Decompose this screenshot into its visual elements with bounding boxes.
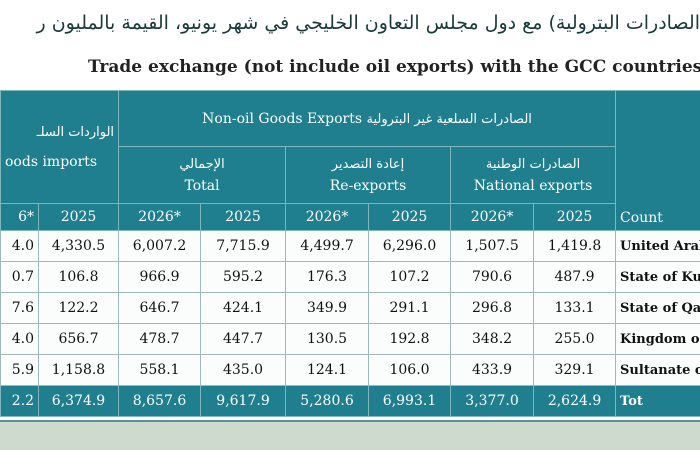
imports-header: الواردات السلـ oods imports: [0, 90, 120, 204]
value-cell: 176.3: [285, 261, 370, 293]
value-cell: 447.7: [200, 323, 287, 355]
value-cell: 348.2: [450, 323, 535, 355]
value-cell: 9,617.9: [200, 385, 287, 417]
value-cell: 5,280.6: [285, 385, 370, 417]
country-cell: Tot: [615, 385, 700, 417]
year-header: 2026*: [118, 203, 202, 231]
value-cell: 1,419.8: [533, 230, 617, 262]
group-en: Total: [184, 177, 220, 194]
value-cell: 6,993.1: [368, 385, 452, 417]
imports-en: oods imports: [5, 153, 98, 170]
exports-en: Non-oil Goods Exports: [202, 110, 363, 127]
value-cell: 790.6: [450, 261, 535, 293]
group-header: إعادة التصدير Re-exports: [285, 146, 452, 204]
value-cell: 435.0: [200, 354, 287, 386]
exports-header: Non-oil Goods Exports الصادرات السلعية غ…: [118, 90, 617, 147]
header-row: 6* 2025 2026* 2025 2026* 2025 2026* 2025: [0, 203, 700, 231]
value-cell: 558.1: [118, 354, 202, 386]
value-cell: 6,007.2: [118, 230, 202, 262]
value-cell: 122.2: [37, 292, 120, 324]
group-ar: إعادة التصدير: [331, 156, 405, 172]
value-cell: 478.7: [118, 323, 202, 355]
group-en: National exports: [473, 177, 593, 194]
group-ar: الإجمالي: [179, 156, 225, 172]
value-cell: 0.7: [0, 261, 39, 293]
data-row: 4.0 4,330.5 6,007.2 7,715.9 4,499.7 6,296.0 1,…: [0, 230, 700, 262]
year-header: 2025: [368, 203, 452, 231]
value-cell: 130.5: [285, 323, 370, 355]
year-header: 2025: [533, 203, 617, 231]
group-ar: الصادرات الوطنية: [485, 156, 581, 172]
value-cell: 8,657.6: [118, 385, 202, 417]
group-header: الإجمالي Total: [118, 146, 287, 204]
value-cell: 4,499.7: [285, 230, 370, 262]
arabic-title: الصادرات البترولية) مع دول مجلس التعاون …: [36, 12, 700, 34]
value-cell: 106.0: [368, 354, 452, 386]
country-header: Count: [615, 90, 700, 231]
group-header: الصادرات الوطنية National exports: [450, 146, 617, 204]
value-cell: 6,296.0: [368, 230, 452, 262]
value-cell: 349.9: [285, 292, 370, 324]
exports-ar: الصادرات السلعية غير البترولية: [366, 111, 532, 127]
value-cell: 656.7: [37, 323, 120, 355]
value-cell: 192.8: [368, 323, 452, 355]
value-cell: 107.2: [368, 261, 452, 293]
value-cell: 1,507.5: [450, 230, 535, 262]
country-label: Count: [620, 210, 663, 226]
value-cell: 4,330.5: [37, 230, 120, 262]
value-cell: 7,715.9: [200, 230, 287, 262]
country-cell: Sultanate o: [615, 354, 700, 386]
value-cell: 133.1: [533, 292, 617, 324]
value-cell: 255.0: [533, 323, 617, 355]
year-header: 2025: [37, 203, 120, 231]
value-cell: 595.2: [200, 261, 287, 293]
value-cell: 487.9: [533, 261, 617, 293]
data-row: 4.0 656.7 478.7 447.7 130.5 192.8 348.2 255.0 Ki…: [0, 323, 700, 355]
year-header: 2025: [200, 203, 287, 231]
country-cell: United Arab: [615, 230, 700, 262]
header-row: الإجمالي Total إعادة التصدير Re-exports الصا…: [1, 146, 700, 204]
value-cell: 106.8: [37, 261, 120, 293]
english-subtitle: Trade exchange (not include oil exports)…: [88, 57, 700, 77]
value-cell: 329.1: [533, 354, 617, 386]
year-header: 2026*: [285, 203, 370, 231]
country-cell: Kingdom o: [615, 323, 700, 355]
footer-band: [0, 420, 700, 450]
data-row: 7.6 122.2 646.7 424.1 349.9 291.1 296.8 133.1 St…: [0, 292, 700, 324]
data-row: 5.9 1,158.8 558.1 435.0 124.1 106.0 433.9 329.1…: [0, 354, 700, 386]
country-cell: State of Ku: [615, 261, 700, 293]
data-row: 0.7 106.8 966.9 595.2 176.3 107.2 790.6 487.9 St…: [0, 261, 700, 293]
value-cell: 646.7: [118, 292, 202, 324]
value-cell: 7.6: [0, 292, 39, 324]
country-cell: State of Qa: [615, 292, 700, 324]
group-en: Re-exports: [329, 177, 407, 194]
value-cell: 124.1: [285, 354, 370, 386]
value-cell: 424.1: [200, 292, 287, 324]
value-cell: 3,377.0: [450, 385, 535, 417]
value-cell: 291.1: [368, 292, 452, 324]
value-cell: 2.2: [0, 385, 39, 417]
value-cell: 1,158.8: [37, 354, 120, 386]
trade-table: الواردات السلـ oods imports Non-oil Goods …: [0, 90, 700, 417]
total-row: 2.2 6,374.9 8,657.6 9,617.9 5,280.6 6,993.1 3,…: [0, 385, 700, 417]
year-header: 6*: [0, 203, 39, 231]
imports-ar: الواردات السلـ: [36, 124, 115, 140]
value-cell: 966.9: [118, 261, 202, 293]
value-cell: 2,624.9: [533, 385, 617, 417]
value-cell: 433.9: [450, 354, 535, 386]
value-cell: 4.0: [0, 230, 39, 262]
year-header: 2026*: [450, 203, 535, 231]
value-cell: 5.9: [0, 354, 39, 386]
value-cell: 296.8: [450, 292, 535, 324]
header-row: الواردات السلـ oods imports Non-oil Goods …: [0, 90, 700, 231]
value-cell: 6,374.9: [37, 385, 120, 417]
value-cell: 4.0: [0, 323, 39, 355]
